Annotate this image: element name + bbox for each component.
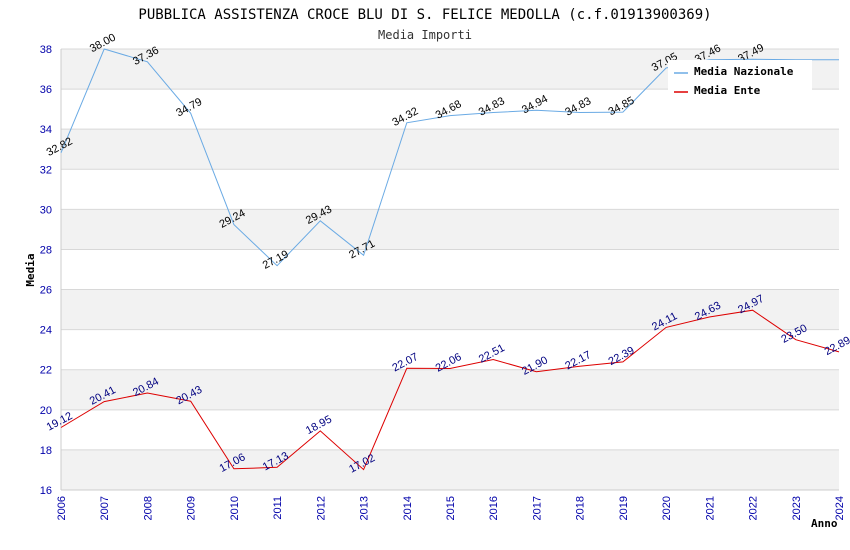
x-tick-label: 2019 [618, 496, 630, 520]
y-tick-label: 24 [40, 325, 52, 337]
plot-band [61, 409, 839, 450]
series-lines [60, 48, 840, 471]
x-axis-label: Anno [811, 517, 838, 530]
x-tick-label: 2007 [99, 496, 111, 520]
y-tick-label: 16 [40, 485, 52, 497]
y-tick-label: 28 [40, 244, 52, 256]
y-axis-label: Media [24, 253, 37, 286]
x-tick-label: 2023 [791, 496, 803, 520]
x-tick-label: 2018 [575, 496, 587, 520]
x-tick-label: 2009 [186, 496, 198, 520]
plot-band [61, 329, 839, 370]
y-tick-labels: 16 18 20 22 24 26 28 30 32 34 36 38 [40, 44, 52, 497]
x-tick-label: 2022 [748, 496, 760, 520]
x-tick-label: 2020 [661, 496, 673, 520]
y-tick-label: 18 [40, 445, 52, 457]
x-tick-label: 2021 [704, 496, 716, 520]
plot-bands [61, 49, 839, 490]
x-tick-label: 2012 [315, 496, 327, 520]
y-tick-label: 38 [40, 44, 52, 56]
legend-label-media-ente: Media Ente [694, 84, 761, 97]
plot-band [61, 249, 839, 290]
x-tick-labels: 2006 2007 2008 2009 2010 2011 2012 2013 2014 2015… [56, 496, 846, 520]
x-tick-label: 2006 [56, 496, 68, 520]
x-tick-label: 2011 [272, 496, 284, 520]
y-tick-label: 26 [40, 285, 52, 297]
x-tick-label: 2014 [402, 496, 414, 520]
plot-band [61, 289, 839, 330]
y-tick-label: 34 [40, 124, 52, 136]
y-tick-label: 30 [40, 204, 52, 216]
y-tick-label: 32 [40, 164, 52, 176]
series-line-media-nazionale [60, 48, 839, 267]
plot-band [61, 209, 839, 250]
plot-band [61, 129, 839, 170]
x-tick-label: 2013 [359, 496, 371, 520]
chart-title: PUBBLICA ASSISTENZA CROCE BLU DI S. FELI… [138, 7, 711, 23]
x-tick-label: 2015 [445, 496, 457, 520]
legend: Media Nazionale Media Ente [668, 60, 812, 102]
y-tick-label: 22 [40, 365, 52, 377]
plot-band [61, 449, 839, 490]
legend-label-media-nazionale: Media Nazionale [694, 65, 794, 78]
y-tick-label: 36 [40, 84, 52, 96]
x-tick-label: 2008 [142, 496, 154, 520]
legend-box [668, 60, 812, 102]
x-tick-label: 2024 [834, 496, 846, 520]
plot-band [61, 169, 839, 210]
x-tick-label: 2016 [488, 496, 500, 520]
y-tick-label: 20 [40, 405, 52, 417]
chart-subtitle: Media Importi [378, 28, 472, 42]
series-line-media-ente [60, 309, 840, 471]
plot-band [61, 369, 839, 410]
x-tick-label: 2010 [229, 496, 241, 520]
x-tick-label: 2017 [531, 496, 543, 520]
